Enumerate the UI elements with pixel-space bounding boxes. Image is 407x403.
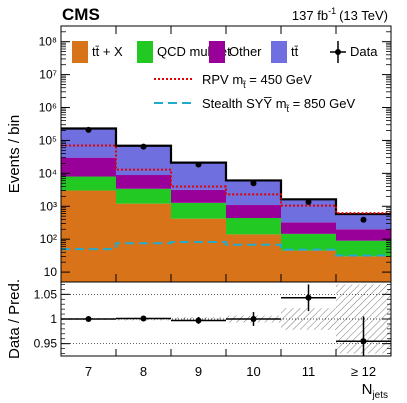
x-category-label-4: 11 [302, 364, 316, 379]
legend-label-4: Data [350, 44, 378, 59]
lumi-label: 137 fb-1 (13 TeV) [292, 6, 388, 23]
data-layer [85, 126, 367, 223]
ratio-point-0 [85, 316, 92, 322]
top-tick-label-6: 10⁷ [39, 68, 57, 82]
data-point-4 [305, 198, 312, 205]
stack-bar-2-3 [226, 205, 281, 219]
top-ylabel: Events / bin [6, 115, 23, 193]
signal-layer [61, 144, 391, 257]
ratio-uncertainty-band-4 [281, 308, 336, 330]
stack-bar-1-2 [171, 202, 226, 219]
lumi-energy: (13 TeV) [339, 8, 388, 23]
signal-line-1 [61, 241, 391, 257]
top-tick-label-1: 10² [40, 232, 57, 246]
lumi-value: 137 fb [292, 8, 328, 23]
x-category-label-1: 8 [140, 364, 147, 379]
data-point-3 [250, 180, 257, 187]
data-point-2 [195, 161, 202, 168]
bottom-ylabel: Data / Pred. [6, 279, 23, 359]
stack-bar-1-3 [226, 218, 281, 235]
data-point-1 [140, 143, 147, 150]
top-tick-label-4: 10⁵ [39, 133, 57, 147]
signal-legend-suffix-1: = 850 GeV [289, 96, 355, 111]
top-ticks: 10 10² 10³ 10⁴ 10⁵ 10⁶ 10⁷ 10⁸ [38, 25, 391, 282]
top-tick-label-2: 10³ [40, 199, 57, 213]
legend-label-2: Other [229, 44, 262, 59]
bottom-tick-label-0: 0.95 [34, 337, 58, 351]
xlabel: Njets [362, 381, 388, 401]
x-category-label-2: 9 [195, 364, 202, 379]
bottom-frame [60, 281, 392, 357]
x-category-label-5: ≥ 12 [351, 364, 376, 379]
stack-bar-3-1 [116, 145, 171, 176]
top-panel: 10 10² 10³ 10⁴ 10⁵ 10⁶ 10⁷ 10⁸ [38, 25, 392, 283]
ratio-point-2 [195, 317, 202, 324]
stack-bar-2-2 [171, 189, 226, 203]
ratio-point-4 [305, 294, 312, 301]
bottom-ticks: 0.95 1 1.05 7 8 9 10 11 ≥ 12 [34, 284, 391, 379]
ratio-point-1 [140, 315, 147, 322]
stack-bar-0-4 [281, 250, 336, 282]
top-tick-label-7: 10⁸ [39, 35, 57, 49]
bottom-panel: 0.95 1 1.05 7 8 9 10 11 ≥ 12 [34, 281, 392, 379]
stack-layer [61, 127, 391, 282]
signal-legend-sub-1: t̃ [285, 104, 290, 114]
stack-bar-2-4 [281, 222, 336, 234]
top-tick-label-0: 10 [44, 265, 58, 279]
legend-label-0: tt̄ + X [92, 44, 123, 59]
data-point-0 [85, 126, 92, 133]
signal-legend-label-0: RPV mt̃ = 450 GeV [202, 72, 312, 90]
ratio-layer [61, 284, 391, 356]
data-point-5 [360, 216, 367, 223]
legend-swatch-3 [271, 41, 287, 63]
stack-bar-3-0 [61, 128, 116, 158]
bottom-tick-label-1: 1 [50, 312, 57, 326]
stack-bar-2-5 [336, 229, 391, 241]
stack-bar-1-5 [336, 240, 391, 257]
signal-legend-label-1: Stealth SYY̅ mt̃ = 850 GeV [202, 96, 356, 114]
legend-swatch-1 [137, 41, 153, 63]
xlabel-sub: jets [371, 390, 388, 401]
xlabel-main: N [362, 381, 373, 398]
experiment-label: CMS [62, 5, 100, 24]
stack-bar-1-1 [116, 188, 171, 204]
signal-legend-text-0: RPV m [202, 72, 243, 87]
signal-legend-sub-0: t̃ [242, 80, 247, 90]
stack-bar-1-4 [281, 233, 336, 251]
legend-marker-dot-4 [335, 49, 341, 55]
stack-bar-0-2 [171, 218, 226, 282]
stack-bar-0-0 [61, 190, 116, 282]
ratio-point-5 [360, 338, 367, 345]
legend-swatch-0 [72, 41, 88, 63]
x-category-label-0: 7 [85, 364, 92, 379]
signal-legend-suffix-0: = 450 GeV [246, 72, 312, 87]
legend-label-3: tt̄ [291, 44, 299, 59]
ratio-point-3 [250, 316, 257, 322]
signal-legend-text-1: Stealth SYY̅ m [202, 96, 287, 111]
stack-bar-2-1 [116, 175, 171, 189]
top-tick-label-5: 10⁶ [39, 101, 57, 115]
stack-bar-0-3 [226, 234, 281, 282]
signal-line-0 [61, 144, 391, 215]
bottom-tick-label-2: 1.05 [34, 287, 58, 301]
x-category-label-3: 10 [246, 364, 260, 379]
legend-swatch-2 [209, 41, 225, 63]
total-prediction-line [61, 127, 391, 216]
lumi-exponent: -1 [328, 6, 336, 16]
stack-bar-1-0 [61, 176, 116, 191]
stack-bar-0-5 [336, 256, 391, 282]
top-tick-label-3: 10⁴ [38, 166, 57, 180]
stack-bar-2-0 [61, 157, 116, 177]
